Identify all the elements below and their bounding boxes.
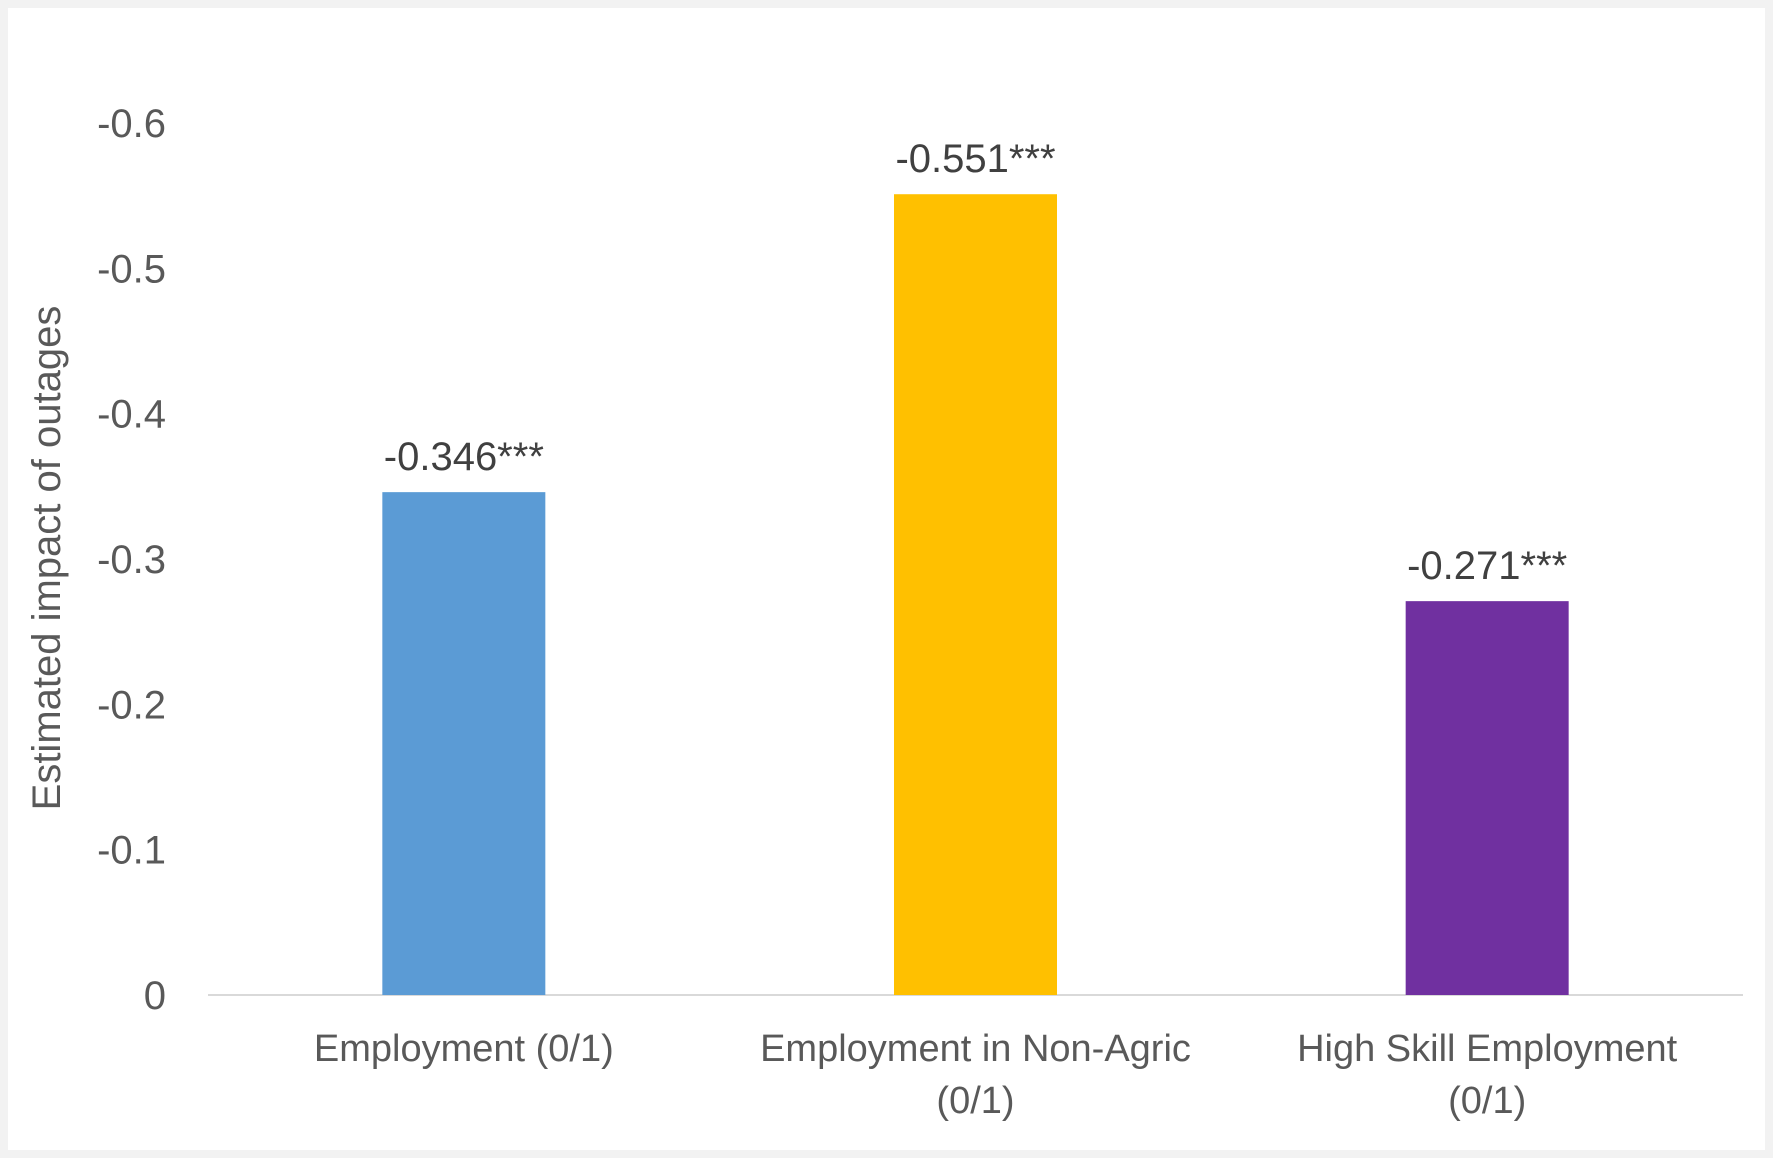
bars [382,194,1569,996]
chart-frame: Estimated impact of outages 0 -0.1 -0.2 -0.… [8,8,1765,1150]
y-tick-label: -0.4 [97,393,166,437]
y-axis-label-group: Estimated impact of outages [25,306,69,811]
bar-chart: Estimated impact of outages 0 -0.1 -0.2 -0.… [25,102,1743,1122]
bar [894,194,1057,996]
x-axis-category-labels: Employment (0/1) Employment in Non-Agric (… [314,1028,1678,1122]
x-category-label: (0/1) [1448,1080,1526,1122]
bar-value-label: -0.551*** [895,137,1055,181]
y-tick-label: -0.6 [97,102,166,146]
x-category-label: High Skill Employment [1297,1028,1678,1070]
bar [382,492,546,995]
bar-value-label: -0.346*** [384,435,544,479]
bar-value-label: -0.271*** [1407,544,1567,588]
y-tick-label: -0.2 [97,683,166,727]
x-category-label: Employment in Non-Agric [760,1028,1191,1070]
data-labels: -0.346*** -0.551*** -0.271*** [384,137,1567,588]
bar [1405,601,1569,995]
x-category-label: (0/1) [936,1080,1014,1122]
y-tick-label: -0.5 [97,247,166,291]
y-tick-label: -0.1 [97,829,166,873]
y-tick-label: -0.3 [97,538,166,582]
y-tick-label: 0 [144,974,166,1018]
y-axis-label: Estimated impact of outages [25,306,69,811]
x-category-label: Employment (0/1) [314,1028,614,1070]
y-axis-ticks: 0 -0.1 -0.2 -0.3 -0.4 -0.5 -0.6 [97,102,166,1018]
